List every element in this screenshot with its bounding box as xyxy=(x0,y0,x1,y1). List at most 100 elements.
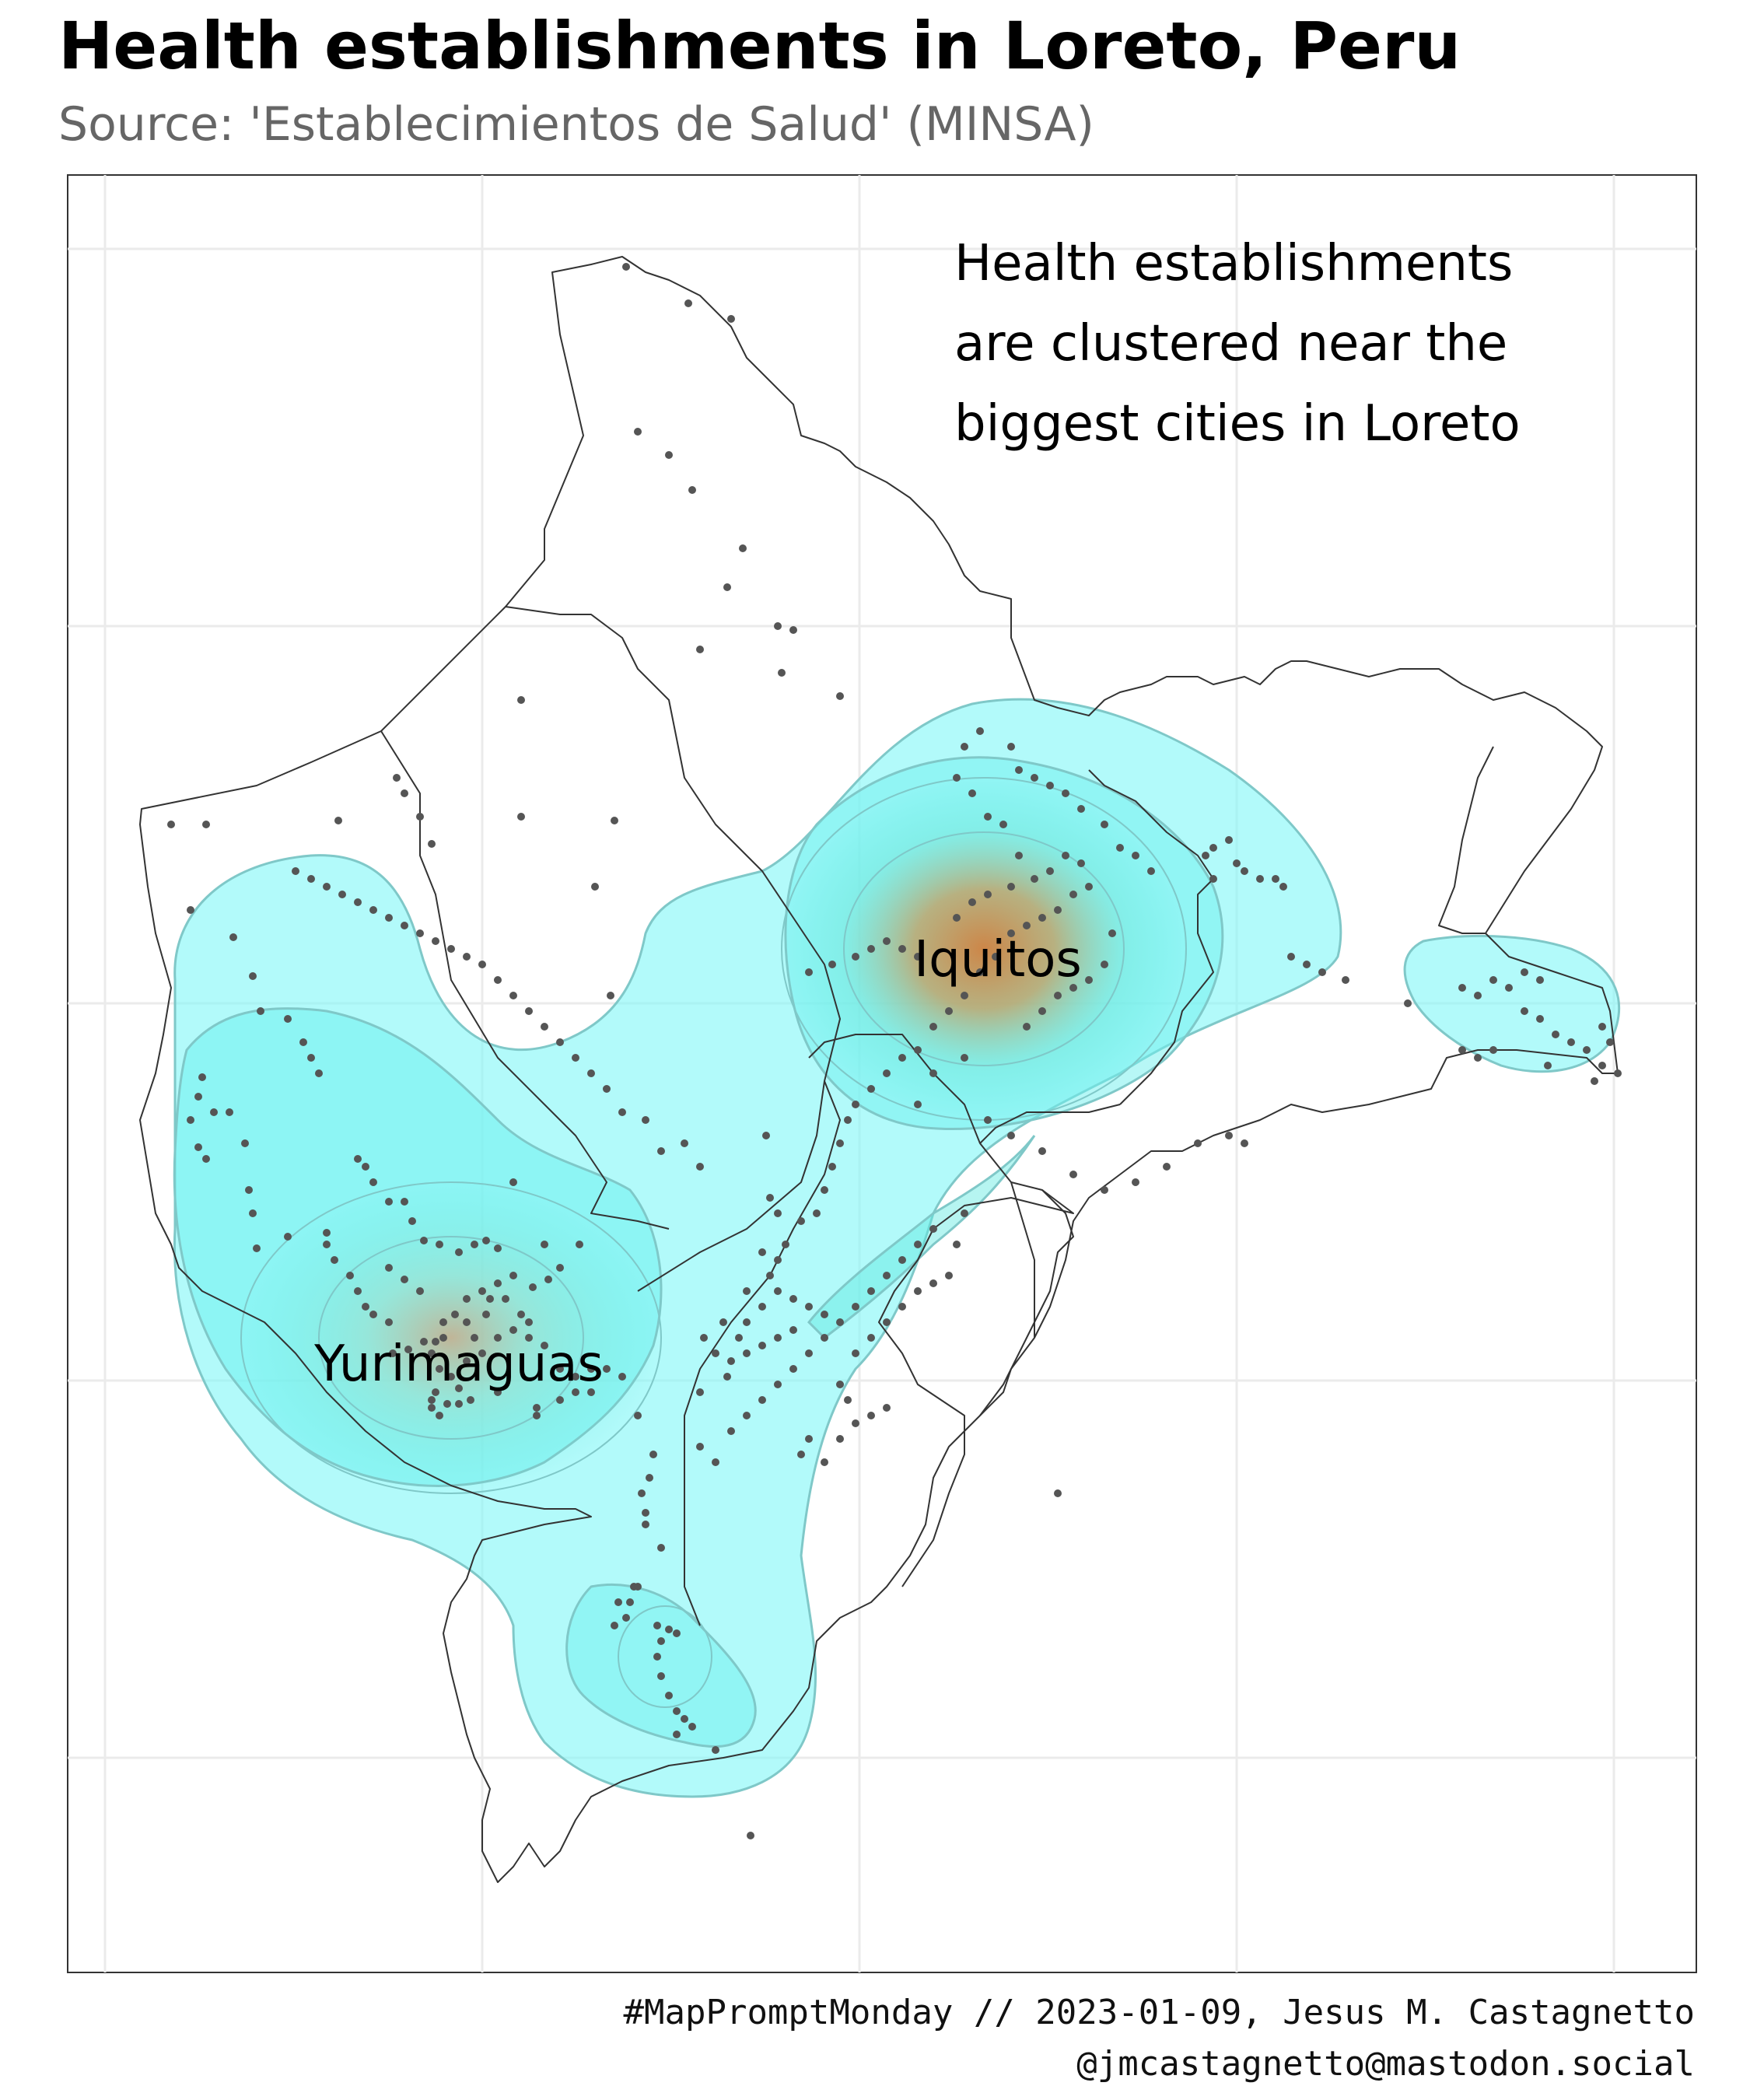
annotation: Health establishments are clustered near… xyxy=(954,235,1521,453)
establishment-point xyxy=(1591,1077,1598,1085)
establishment-point xyxy=(1598,1062,1606,1069)
establishment-point xyxy=(642,1521,649,1528)
establishment-point xyxy=(187,906,194,914)
establishment-point xyxy=(362,1163,369,1171)
establishment-point xyxy=(447,1373,455,1381)
map-subtitle: Source: 'Establecimientos de Salud' (MIN… xyxy=(58,97,1094,152)
establishment-point xyxy=(828,961,836,968)
establishment-point xyxy=(867,945,875,953)
establishment-point xyxy=(194,1143,202,1151)
establishment-point xyxy=(420,1237,428,1244)
establishment-point xyxy=(509,1326,517,1334)
establishment-point xyxy=(673,1731,681,1738)
establishment-point xyxy=(428,1404,436,1412)
establishment-point xyxy=(210,1108,218,1116)
establishment-point xyxy=(416,929,424,937)
establishment-point xyxy=(455,1384,463,1392)
establishment-point xyxy=(735,1334,743,1342)
establishment-point xyxy=(1303,961,1311,968)
establishment-point xyxy=(1474,992,1482,999)
establishment-point xyxy=(1085,976,1093,984)
establishment-point xyxy=(432,1388,439,1396)
establishment-point xyxy=(813,1209,821,1217)
establishment-point xyxy=(389,1349,397,1357)
establishment-point xyxy=(1108,929,1116,937)
establishment-point xyxy=(541,1023,548,1031)
establishment-point xyxy=(284,1015,292,1023)
establishment-point xyxy=(1015,766,1023,774)
establishment-point xyxy=(929,1225,937,1233)
establishment-point xyxy=(984,1116,992,1124)
establishment-point xyxy=(257,1007,264,1015)
establishment-points xyxy=(167,263,1622,1839)
establishment-point xyxy=(401,922,408,929)
establishment-point xyxy=(202,1155,210,1163)
establishment-point xyxy=(494,1334,502,1342)
establishment-point xyxy=(867,1287,875,1295)
establishment-point xyxy=(1132,852,1139,859)
establishment-point xyxy=(914,1287,922,1295)
province-line-7 xyxy=(808,1034,1035,1338)
establishment-point xyxy=(696,1163,704,1171)
establishment-point xyxy=(914,953,922,961)
establishment-point xyxy=(778,669,786,677)
establishment-point xyxy=(1209,875,1217,883)
establishment-point xyxy=(249,972,257,980)
establishment-point xyxy=(1241,867,1248,875)
establishment-point xyxy=(323,1229,331,1237)
province-line-6 xyxy=(1438,746,1494,934)
establishment-point xyxy=(836,692,844,700)
establishment-point xyxy=(463,953,471,961)
establishment-point xyxy=(241,1139,249,1147)
establishment-point xyxy=(529,1283,537,1291)
establishment-point xyxy=(1544,1062,1552,1069)
establishment-point xyxy=(844,1116,852,1124)
caption-line-2: @jmcastagnetto@mastodon.social xyxy=(1076,2044,1695,2084)
establishment-point xyxy=(774,622,782,630)
establishment-point xyxy=(1598,1023,1606,1031)
establishment-point xyxy=(284,1233,292,1241)
establishment-point xyxy=(1038,1007,1046,1015)
establishment-point xyxy=(334,817,342,824)
establishment-point xyxy=(509,992,517,999)
establishment-point xyxy=(1038,1147,1046,1155)
establishment-point xyxy=(463,1357,471,1365)
establishment-point xyxy=(712,1458,719,1466)
establishment-point xyxy=(1552,1031,1559,1038)
establishment-point xyxy=(346,1272,354,1279)
establishment-point xyxy=(739,544,747,552)
establishment-point xyxy=(401,1198,408,1206)
establishment-point xyxy=(789,1295,797,1303)
city-label-yurimaguas: Yurimaguas xyxy=(313,1335,604,1393)
establishment-point xyxy=(1147,867,1155,875)
establishment-point xyxy=(509,1272,517,1279)
establishment-point xyxy=(1023,922,1031,929)
establishment-point xyxy=(494,1244,502,1252)
establishment-point xyxy=(249,1209,257,1217)
density-level-6 xyxy=(807,1135,1036,1339)
establishment-point xyxy=(408,1217,416,1225)
establishment-point xyxy=(992,953,999,961)
province-line-8 xyxy=(1088,769,1214,1105)
establishment-point xyxy=(797,1217,805,1225)
establishment-point xyxy=(455,1400,463,1408)
establishment-point xyxy=(836,1381,844,1388)
establishment-point xyxy=(984,891,992,898)
establishment-point xyxy=(478,961,486,968)
establishment-point xyxy=(867,1085,875,1093)
density-peak-yurimaguas xyxy=(240,1181,662,1494)
establishment-point xyxy=(797,1451,805,1458)
establishment-point xyxy=(743,1412,751,1419)
establishment-point xyxy=(167,821,175,828)
establishment-point xyxy=(665,451,673,459)
establishment-point xyxy=(727,1427,735,1435)
establishment-point xyxy=(1521,968,1528,976)
establishment-point xyxy=(961,743,968,751)
establishment-point xyxy=(618,1108,626,1116)
establishment-point xyxy=(805,968,813,976)
establishment-point xyxy=(1272,875,1279,883)
establishment-point xyxy=(1233,859,1241,867)
establishment-point xyxy=(1007,1132,1015,1139)
establishment-point xyxy=(245,1186,253,1194)
establishment-point xyxy=(572,1388,579,1396)
